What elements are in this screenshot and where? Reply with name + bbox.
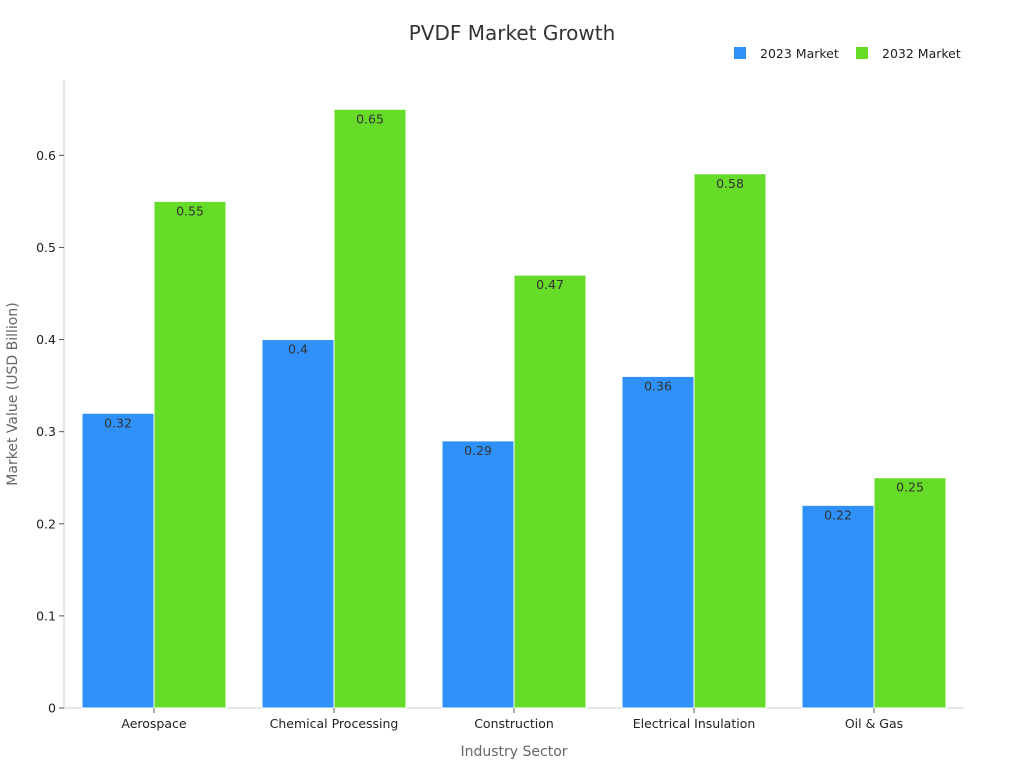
bar-series-2 — [153, 200, 227, 709]
legend-swatch — [856, 47, 868, 59]
legend-label: 2032 Market — [882, 46, 961, 61]
bar-series-1 — [261, 339, 335, 709]
y-tick-label: 0.3 — [36, 424, 56, 439]
y-tick-label: 0.6 — [36, 148, 56, 163]
bar-series-1 — [81, 412, 155, 709]
bar-value-label: 0.32 — [104, 415, 132, 430]
bar-value-label: 0.58 — [716, 176, 744, 191]
y-axis-title: Market Value (USD Billion) — [5, 302, 21, 485]
legend-label: 2023 Market — [760, 46, 839, 61]
bar-value-label: 0.4 — [288, 342, 308, 357]
bar-value-label: 0.36 — [644, 378, 672, 393]
bar-series-2 — [693, 173, 767, 709]
y-tick-label: 0.4 — [36, 332, 56, 347]
bars — [81, 108, 947, 709]
chart-title: PVDF Market Growth — [409, 21, 616, 45]
x-ticks: Aerospace Chemical Processing Construction… — [121, 708, 903, 731]
bar-series-1 — [621, 375, 695, 709]
x-tick-label: Oil & Gas — [845, 716, 903, 731]
y-tick-label: 0.2 — [36, 516, 56, 531]
bar-series-2 — [333, 108, 407, 709]
x-tick-label: Construction — [474, 716, 554, 731]
y-tick-label: 0 — [48, 701, 56, 716]
y-tick-label: 0.1 — [36, 608, 56, 623]
bar-series-2 — [873, 477, 947, 709]
x-axis-title: Industry Sector — [460, 744, 567, 760]
x-tick-label: Aerospace — [121, 716, 187, 731]
bar-value-label: 0.22 — [824, 507, 852, 522]
bar-value-label: 0.47 — [536, 277, 564, 292]
legend-swatch — [734, 47, 746, 59]
bar-value-label: 0.29 — [464, 443, 492, 458]
bar-value-label: 0.65 — [356, 111, 384, 126]
legend: 2023 Market 2032 Market — [734, 46, 961, 61]
bar-value-label: 0.55 — [176, 203, 204, 218]
bar-series-2 — [513, 274, 587, 709]
x-tick-label: Chemical Processing — [270, 716, 399, 731]
x-tick-label: Electrical Insulation — [633, 716, 756, 731]
bar-series-1 — [801, 504, 875, 709]
bar-series-1 — [441, 440, 515, 709]
y-ticks: 0 0.1 0.2 0.3 0.4 0.5 0.6 — [36, 148, 64, 716]
bar-value-label: 0.25 — [896, 480, 924, 495]
data-labels: 0.32 0.55 0.4 0.65 0.29 0.47 0.36 0.58 0.22 0.25 — [104, 111, 924, 522]
y-tick-label: 0.5 — [36, 240, 56, 255]
